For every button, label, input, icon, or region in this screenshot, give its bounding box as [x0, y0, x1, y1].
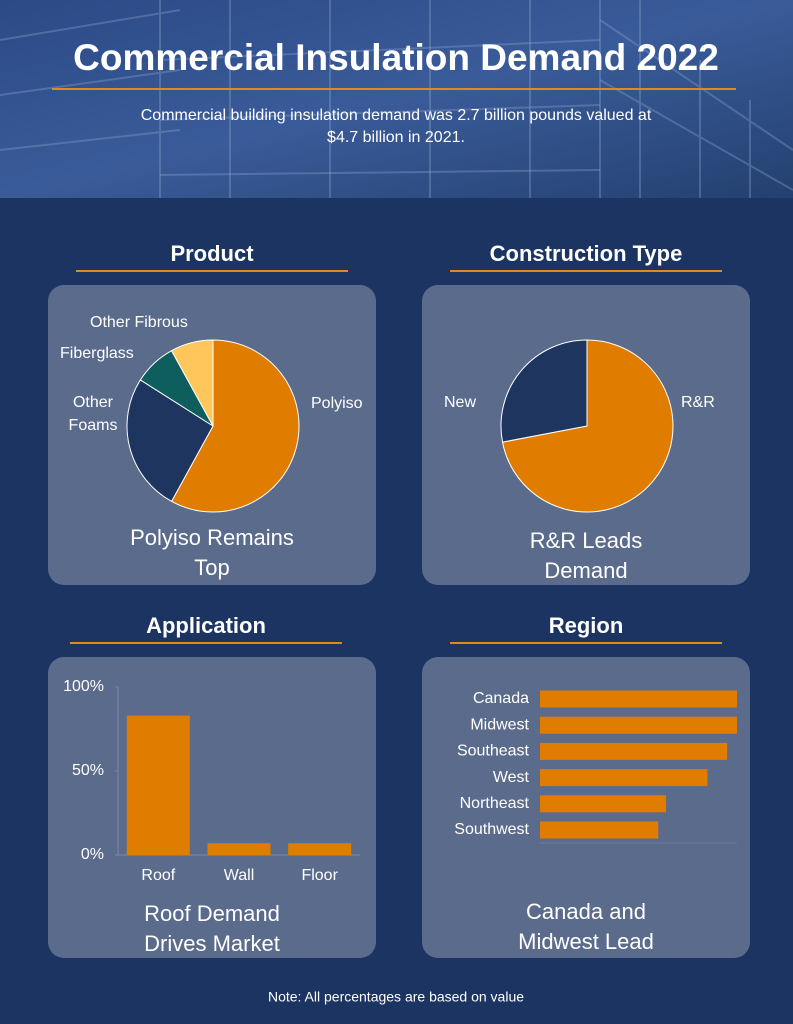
chart-caption: Polyiso Remains Top [130, 525, 294, 580]
bar [288, 843, 352, 855]
slice-label-box: New [444, 394, 477, 411]
slice-label-box: R&R [681, 394, 715, 411]
pie-slice [500, 339, 588, 443]
slice-label-box: Other Foams [68, 394, 118, 434]
pie-slice [501, 339, 674, 513]
pie-slice [170, 339, 300, 513]
slice-label: R&R [681, 394, 715, 411]
slice-label: Other Foams [68, 394, 118, 434]
x-tick-label: Wall [224, 867, 255, 884]
bar [540, 742, 728, 760]
chart-caption-box: Polyiso Remains Top [130, 525, 294, 580]
chart-caption: R&R Leads Demand [529, 528, 643, 583]
category-label: Southwest [454, 821, 529, 838]
pie-slice [170, 339, 214, 427]
note: Note: All percentages are based on value [268, 989, 524, 1005]
section-title: Region [549, 613, 624, 638]
slice-label: Other Fibrous [90, 314, 188, 331]
bar [540, 795, 667, 813]
slice-label: Fiberglass [60, 345, 134, 362]
section-title: Construction Type [490, 241, 683, 266]
category-label: Canada [473, 690, 529, 707]
chart-caption-box: R&R Leads Demand [529, 528, 643, 583]
category-label: West [493, 769, 530, 786]
bar [207, 843, 271, 855]
subtitle: Commercial building insulation demand wa… [140, 107, 652, 146]
slice-label-box: Fiberglass [60, 345, 134, 362]
bar [126, 715, 190, 855]
category-label: Southeast [457, 743, 530, 760]
category-label: Midwest [470, 716, 529, 733]
chart-caption-box: Roof Demand Drives Market [144, 901, 280, 956]
x-tick-label: Floor [301, 867, 338, 884]
section-title: Product [170, 241, 254, 266]
y-tick-label: 100% [63, 678, 104, 695]
bar [540, 690, 737, 708]
section-title: Application [146, 613, 266, 638]
category-label: Northeast [460, 795, 530, 812]
slice-label-box: Other Fibrous [90, 314, 188, 331]
bar [540, 821, 659, 839]
slice-label: New [444, 394, 477, 411]
page-title: Commercial Insulation Demand 2022 [73, 37, 719, 78]
chart-caption: Canada and Midwest Lead [518, 899, 654, 954]
subtitle-box: Commercial building insulation demand wa… [140, 107, 652, 146]
slice-label-box: Polyiso [311, 395, 363, 412]
y-tick-label: 50% [72, 762, 104, 779]
chart-caption-box: Canada and Midwest Lead [518, 899, 654, 954]
chart-caption: Roof Demand Drives Market [144, 901, 280, 956]
bar [540, 769, 708, 787]
x-tick-label: Roof [141, 867, 175, 884]
header-image [0, 0, 793, 198]
bar [540, 716, 737, 734]
pie-slice [126, 379, 214, 503]
slice-label: Polyiso [311, 395, 363, 412]
y-tick-label: 0% [81, 846, 104, 863]
